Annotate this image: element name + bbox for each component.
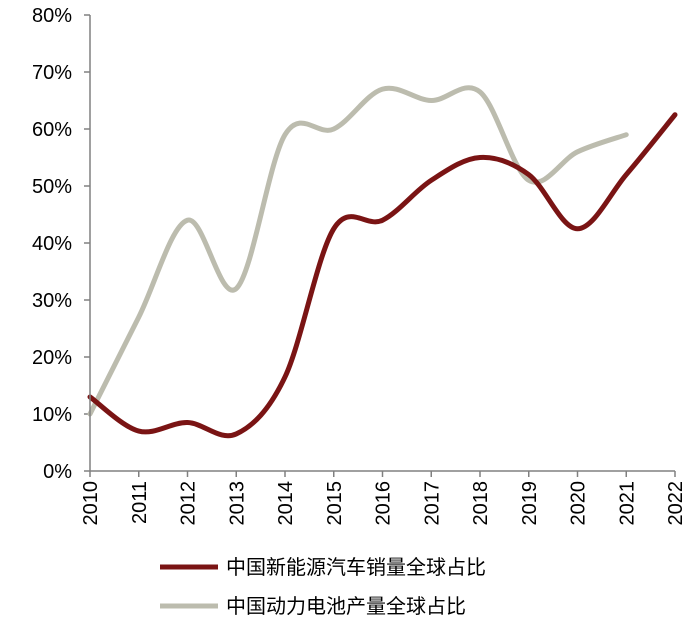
series-line-2 [87,85,629,417]
x-tick-label: 2018 [470,481,492,526]
y-tick-label: 20% [32,347,72,369]
legend-label-1: 中国新能源汽车销量全球占比 [226,555,486,579]
x-tick-label: 2011 [129,481,151,524]
x-tick-label: 2016 [373,481,395,526]
y-tick-label: 30% [32,290,72,312]
x-tick-label: 2020 [568,481,590,526]
x-tick-label: 2010 [80,481,102,526]
legend-label-2: 中国动力电池产量全球占比 [226,594,466,618]
x-tick-label: 2019 [519,481,541,526]
series-layer [87,85,678,439]
x-tick-label: 2017 [421,481,443,526]
y-tick-label: 60% [32,119,72,141]
y-tick-label: 70% [32,62,72,84]
y-tick-label: 50% [32,176,72,198]
x-tick-label: 2012 [178,481,200,526]
y-tick-label: 10% [32,404,72,426]
x-tick-label: 2014 [275,481,297,526]
series-line-1 [87,112,678,439]
y-tick-label: 40% [32,233,72,255]
y-tick-label: 80% [32,5,72,27]
y-axis-ticks: 0% 10% 20% 30% 40% 50% 60% 70% 80% [32,5,90,483]
x-tick-label: 2013 [226,481,248,526]
y-tick-label: 0% [43,461,72,483]
x-tick-label: 2021 [616,481,638,526]
x-axis-ticks: 2010 2011 2012 2013 2014 2015 2016 2017 2018 2019… [80,471,687,526]
x-tick-label: 2022 [665,481,687,526]
x-tick-label: 2015 [324,481,346,526]
